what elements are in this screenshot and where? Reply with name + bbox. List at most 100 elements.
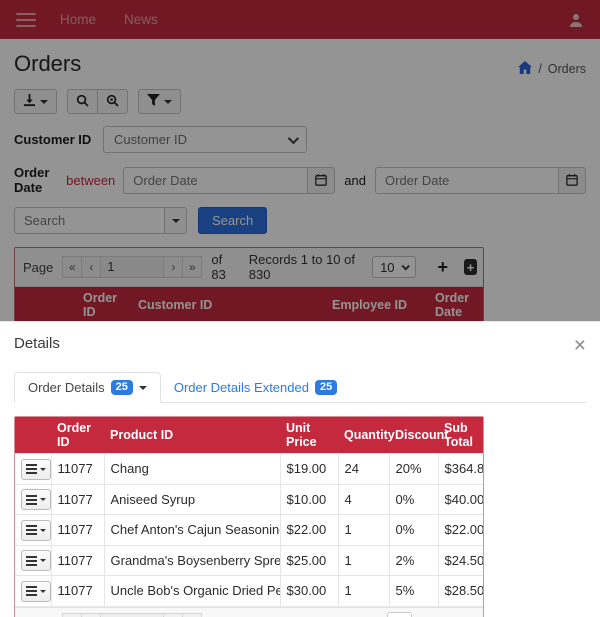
page-label: Page <box>23 259 54 275</box>
menu-icon <box>26 559 37 562</box>
page-number-input[interactable] <box>100 256 165 278</box>
first-page-button[interactable]: « <box>62 612 83 617</box>
details-title: Details <box>14 335 60 352</box>
cell-product-id: Chef Anton's Cajun Seasoning <box>103 514 281 546</box>
page-size-value: 10 <box>380 259 395 275</box>
search-options-button[interactable] <box>164 207 187 234</box>
page-size-select[interactable]: 10 <box>372 256 416 278</box>
row-menu-button[interactable] <box>21 519 50 541</box>
cell-discount: 0% <box>388 514 439 546</box>
table-row[interactable]: 11077 Uncle Bob's Organic Dried Pears $3… <box>15 575 483 607</box>
row-menu-button[interactable] <box>21 580 50 602</box>
col-customer-id[interactable]: Customer ID <box>132 287 326 324</box>
search-icon <box>76 94 89 110</box>
close-icon[interactable]: × <box>573 334 586 357</box>
menu-icon <box>26 468 37 470</box>
details-tabs: Order Details 25 Order Details Extended … <box>14 372 586 403</box>
caret-down-icon <box>40 467 46 471</box>
cell-sub-total: $40.00 <box>437 483 483 515</box>
filter-button[interactable] <box>138 89 181 114</box>
cell-unit-price: $19.00 <box>279 453 339 485</box>
nav-link-news[interactable]: News <box>124 12 158 27</box>
cell-product-id: Grandma's Boysenberry Spread <box>103 544 281 576</box>
cell-quantity: 1 <box>337 544 390 576</box>
export-download-button[interactable] <box>14 89 57 114</box>
order-date-and-label: and <box>344 172 366 188</box>
prev-page-button[interactable]: ‹ <box>81 612 102 617</box>
col-unit-price[interactable]: Unit Price <box>280 417 338 454</box>
cell-sub-total: $364.80 <box>437 453 483 485</box>
calendar-icon[interactable] <box>559 166 586 194</box>
next-page-button[interactable]: › <box>163 612 184 617</box>
menu-icon[interactable] <box>16 12 36 27</box>
insert-row-button[interactable]: + <box>437 257 449 277</box>
cell-order-id: 11077 <box>50 575 105 607</box>
col-order-id[interactable]: Order ID <box>51 417 104 454</box>
last-page-button[interactable]: » <box>182 256 203 278</box>
last-page-button[interactable]: » <box>182 612 203 617</box>
customer-id-label: Customer ID <box>14 132 92 147</box>
advanced-search-button[interactable] <box>97 89 128 114</box>
cell-order-id: 11077 <box>50 514 105 546</box>
filter-funnel-icon <box>147 94 160 109</box>
table-row[interactable]: 11077 Chef Anton's Cajun Seasoning $22.0… <box>15 514 483 546</box>
grid-toolbar <box>14 89 586 114</box>
caret-down-icon <box>171 218 180 223</box>
col-product-id[interactable]: Product ID <box>104 417 280 454</box>
row-menu-button[interactable] <box>21 550 50 571</box>
col-employee-id[interactable]: Employee ID <box>326 287 429 324</box>
search-button-icon[interactable] <box>67 89 98 114</box>
cell-quantity: 1 <box>337 514 390 546</box>
add-record-button[interactable]: + <box>387 611 413 617</box>
caret-down-icon <box>40 589 46 593</box>
page-count-text: of 83 <box>211 252 226 282</box>
tab-order-details[interactable]: Order Details 25 <box>14 372 161 403</box>
breadcrumb-separator: / <box>538 62 542 76</box>
caret-down-icon <box>40 559 46 562</box>
order-date-to-input[interactable] <box>375 166 559 194</box>
nav-link-home[interactable]: Home <box>60 12 97 27</box>
calendar-icon[interactable] <box>308 166 336 194</box>
cell-sub-total: $22.00 <box>437 514 483 546</box>
col-sub-total[interactable]: Sub Total <box>438 417 483 454</box>
table-row[interactable]: 11077 Chang $19.00 24 20% $364.80 <box>15 453 483 485</box>
home-icon[interactable] <box>518 61 533 77</box>
add-record-icon[interactable]: + <box>464 259 477 275</box>
cell-unit-price: $25.00 <box>279 544 339 576</box>
breadcrumb: / Orders <box>518 61 586 77</box>
cell-discount: 2% <box>388 544 439 576</box>
customer-id-select[interactable]: Customer ID <box>103 126 307 153</box>
table-row[interactable]: 11077 Aniseed Syrup $10.00 4 0% $40.00 <box>15 483 483 515</box>
search-submit-button[interactable]: Search <box>198 207 268 234</box>
col-quantity[interactable]: Quantity <box>338 417 395 454</box>
cell-sub-total: $24.50 <box>437 544 483 576</box>
tab-order-details-extended[interactable]: Order Details Extended 25 <box>161 373 350 402</box>
top-navbar: Home News <box>0 0 600 39</box>
menu-icon <box>26 529 37 531</box>
row-menu-button[interactable] <box>21 489 50 510</box>
cell-product-id: Chang <box>103 453 281 485</box>
table-row[interactable]: 11077 Grandma's Boysenberry Spread $25.0… <box>15 544 483 576</box>
cell-quantity: 24 <box>337 453 390 485</box>
caret-down-icon <box>40 99 48 104</box>
col-order-id[interactable]: Order ID <box>77 287 132 324</box>
nav-links: Home News <box>60 12 158 27</box>
orders-grid-pager: Page « ‹ › » of 83 Records 1 to 10 of 83… <box>15 248 483 287</box>
details-panel: Details × Order Details 25 Order Details… <box>0 321 600 617</box>
col-discount[interactable]: Discount <box>389 417 448 454</box>
cell-discount: 5% <box>388 575 439 607</box>
tab-label: Order Details <box>28 380 105 395</box>
cell-order-id: 11077 <box>50 544 105 576</box>
page-title: Orders <box>14 51 82 76</box>
order-date-operator: between <box>66 172 116 188</box>
search-advanced-icon <box>106 94 119 110</box>
user-icon[interactable] <box>568 12 584 28</box>
search-input[interactable] <box>14 207 165 234</box>
record-count-badge: 25 <box>314 380 338 395</box>
order-date-from-input[interactable] <box>123 166 309 194</box>
caret-down-icon <box>40 528 46 532</box>
col-order-date[interactable]: Order Date <box>429 287 483 324</box>
row-menu-button[interactable] <box>21 458 50 480</box>
page-number-input[interactable] <box>100 612 165 617</box>
